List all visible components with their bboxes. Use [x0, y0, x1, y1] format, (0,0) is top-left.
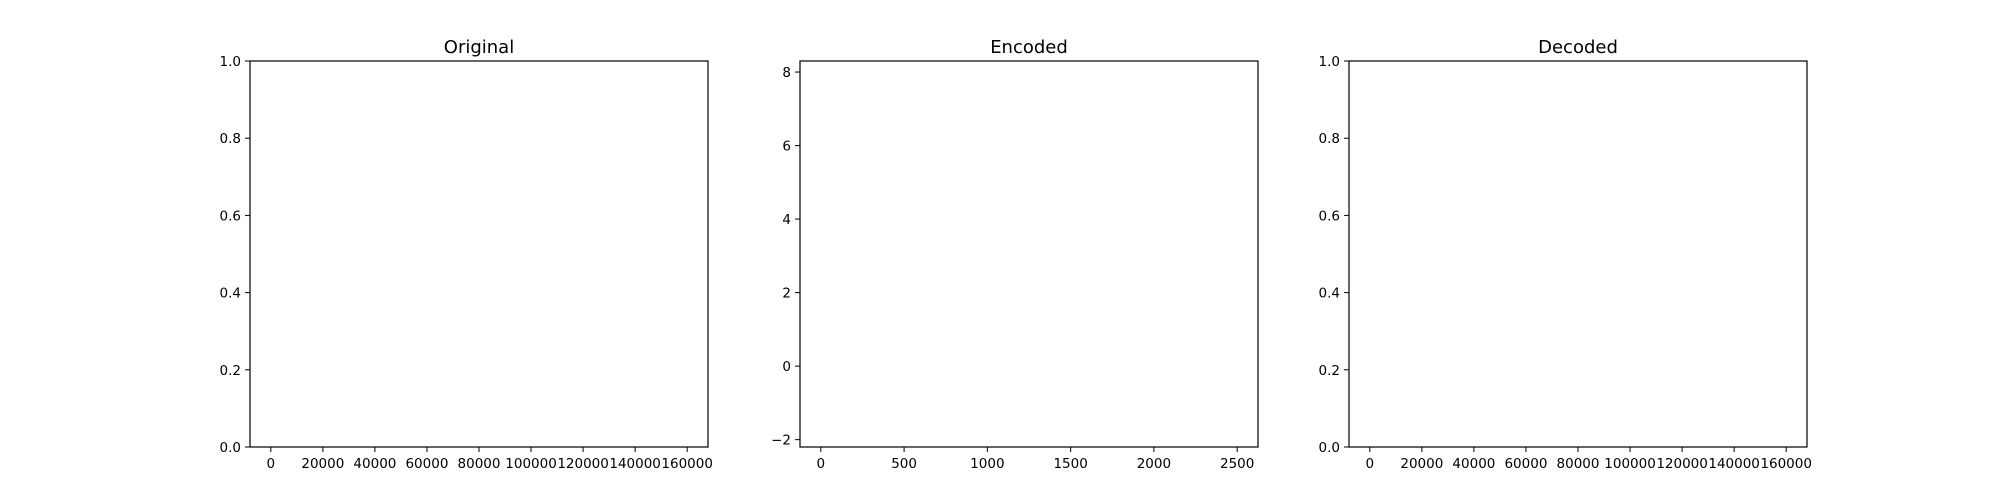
axes-frame — [1348, 60, 1808, 448]
x-tick-label: 1500 — [1053, 456, 1087, 472]
y-tick-label: 0.0 — [220, 440, 241, 456]
x-tick-label: 80000 — [458, 456, 501, 472]
y-tick-label: 8 — [782, 65, 791, 81]
chart-title: Encoded — [990, 37, 1068, 58]
x-tick-label: 0 — [817, 456, 826, 472]
x-tick-label: 1000 — [970, 456, 1004, 472]
y-tick-label: 0.8 — [1319, 131, 1340, 147]
chart-title: Original — [444, 37, 514, 58]
x-tick-label: 20000 — [301, 456, 344, 472]
subplot-3: 0 20000 40000 60000 80000 100000 120000 140000 1… — [1319, 37, 1812, 472]
x-tick-label: 60000 — [1504, 456, 1547, 472]
x-tick-label: 500 — [891, 456, 917, 472]
x-tick-label: 60000 — [405, 456, 448, 472]
y-tick-label: 6 — [782, 139, 791, 155]
subplot-1: 0 20000 40000 60000 80000 100000 120000 140000 1… — [220, 37, 713, 472]
y-tick-label: 1.0 — [220, 54, 241, 70]
subplot-2: 0 500 1000 1500 2000 2500 −2 0 2 4 6 8 Encoded — [771, 37, 1259, 472]
x-tick-label: 2000 — [1137, 456, 1171, 472]
y-tick-label: 0.0 — [1319, 440, 1340, 456]
x-tick-label: 140000 — [609, 456, 661, 472]
chart-title: Decoded — [1538, 37, 1618, 58]
y-tick-label: 0.2 — [1319, 363, 1340, 379]
y-tick-label: −2 — [771, 433, 791, 449]
x-tick-label: 120000 — [1656, 456, 1708, 472]
y-tick-label: 1.0 — [1319, 54, 1340, 70]
x-tick-label: 40000 — [1452, 456, 1495, 472]
x-tick-label: 40000 — [353, 456, 396, 472]
x-tick-label: 100000 — [1604, 456, 1656, 472]
x-tick-label: 160000 — [1760, 456, 1812, 472]
x-tick-label: 80000 — [1557, 456, 1600, 472]
y-tick-label: 0.4 — [220, 286, 241, 302]
x-tick-label: 2500 — [1220, 456, 1254, 472]
y-tick-label: 0 — [782, 359, 791, 375]
x-tick-label: 0 — [267, 456, 276, 472]
x-tick-label: 120000 — [557, 456, 609, 472]
axes-frame — [799, 60, 1259, 448]
x-tick-label: 100000 — [505, 456, 557, 472]
y-tick-label: 0.4 — [1319, 286, 1340, 302]
axes-frame — [249, 60, 709, 448]
x-tick-label: 0 — [1366, 456, 1375, 472]
y-tick-label: 4 — [782, 212, 791, 228]
y-tick-label: 0.2 — [220, 363, 241, 379]
x-tick-label: 20000 — [1400, 456, 1443, 472]
y-tick-label: 2 — [782, 286, 791, 302]
y-tick-label: 0.6 — [1319, 208, 1340, 224]
y-tick-label: 0.8 — [220, 131, 241, 147]
x-tick-label: 160000 — [661, 456, 713, 472]
y-tick-label: 0.6 — [220, 208, 241, 224]
x-tick-label: 140000 — [1708, 456, 1760, 472]
